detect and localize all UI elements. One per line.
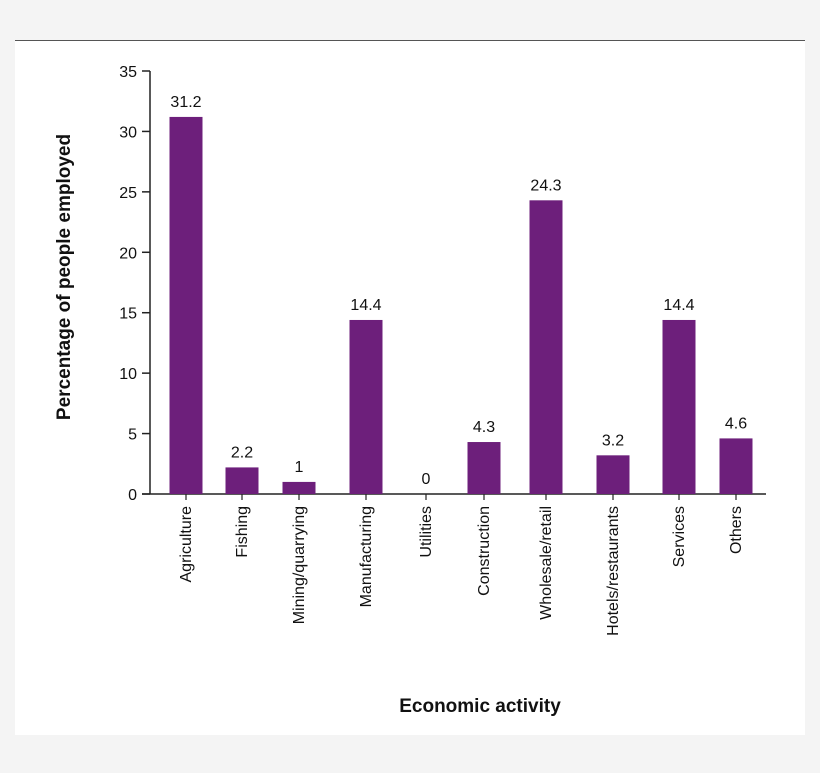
y-axis-title: Percentage of people employed: [54, 134, 75, 420]
category-label: Services: [671, 506, 688, 567]
bar: [529, 200, 563, 494]
y-tick-label: 5: [128, 427, 137, 444]
data-label: 0: [422, 471, 431, 488]
bars: [169, 116, 753, 494]
data-label: 4.6: [725, 415, 747, 432]
data-label: 14.4: [663, 297, 694, 314]
data-labels: 31.2 2.2 1 14.4 0 4.3 24.3 3.2 14.4 4.6: [170, 94, 747, 488]
y-tick-label: 0: [128, 487, 137, 504]
category-label: Manufacturing: [358, 506, 375, 607]
category-label: Others: [728, 506, 745, 554]
y-tick-label: 15: [119, 306, 137, 323]
bar: [719, 438, 753, 494]
bar: [596, 455, 630, 494]
y-tick-label: 20: [119, 245, 137, 262]
data-label: 14.4: [350, 297, 381, 314]
bar: [662, 319, 696, 494]
data-label: 4.3: [473, 419, 495, 436]
bar: [225, 467, 259, 494]
category-label: Hotels/restaurants: [605, 506, 622, 636]
category-labels: Agriculture Fishing Mining/quarrying Manufa…: [178, 506, 745, 636]
data-label: 1: [295, 459, 304, 476]
category-label: Fishing: [234, 506, 251, 558]
data-label: 24.3: [530, 177, 561, 194]
data-label: 3.2: [602, 432, 624, 449]
bar: [282, 481, 316, 494]
x-axis-title: Economic activity: [399, 696, 561, 717]
y-tick-label: 30: [119, 124, 137, 141]
data-label: 31.2: [170, 94, 201, 111]
x-axis: [142, 493, 766, 500]
bar: [467, 442, 501, 494]
category-label: Construction: [476, 506, 493, 596]
category-label: Mining/quarrying: [291, 506, 308, 624]
category-label: Wholesale/retail: [538, 506, 555, 620]
data-label: 2.2: [231, 444, 253, 461]
bar: [169, 116, 203, 494]
y-tick-label: 35: [119, 64, 137, 81]
y-tick-label: 25: [119, 185, 137, 202]
bar: [349, 319, 383, 494]
y-tick-label: 10: [119, 366, 137, 383]
category-label: Agriculture: [178, 506, 195, 583]
y-axis: 0 5 10 15 20 25 30 35: [119, 64, 151, 504]
category-label: Utilities: [418, 506, 435, 558]
